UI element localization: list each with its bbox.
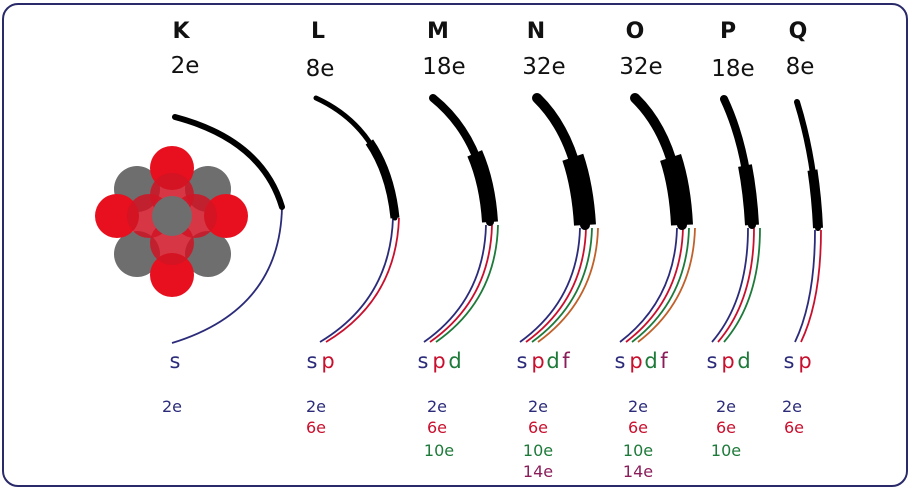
shell-label-l: L (311, 19, 325, 44)
subshell-line-d (531, 227, 593, 343)
diagram-frame (2, 3, 908, 487)
shell-label-o: O (626, 19, 645, 44)
subshell-line-d (435, 224, 499, 343)
subshell-capacity-p: 6e (306, 418, 326, 437)
subshell-line-d (631, 227, 690, 343)
subshell-capacity-p: 6e (427, 418, 447, 437)
shell-capacity-q: 8e (786, 54, 815, 80)
shell-label-k: K (172, 19, 190, 44)
subshell-line-s (519, 227, 581, 343)
subshell-capacity-f: 14e (523, 462, 553, 481)
subshell-capacity-p: 6e (716, 418, 736, 437)
subshell-line-p (625, 227, 684, 343)
subshell-line-p (429, 224, 493, 343)
subshell-letter-s: s (418, 349, 429, 373)
subshell-line-s (423, 224, 487, 343)
subshell-letter-p: p (531, 349, 544, 373)
shell-arc-thick-o (627, 90, 693, 226)
subshell-letter-d: d (448, 349, 461, 373)
subshell-capacity-s: 2e (528, 397, 548, 416)
neutron (185, 231, 231, 277)
subshell-letter-f: f (660, 349, 668, 373)
subshell-line-d (723, 227, 761, 343)
proton (150, 253, 194, 297)
subshell-capacity-s: 2e (716, 397, 736, 416)
subshell-capacity-d: 10e (711, 441, 741, 460)
subshell-capacity-s: 2e (628, 397, 648, 416)
subshell-letter-d: d (737, 349, 750, 373)
shell-capacity-m: 18e (422, 54, 465, 80)
shell-arc-thick-q (792, 100, 823, 229)
shell-label-p: P (720, 19, 736, 44)
shell-capacity-l: 8e (306, 56, 335, 82)
shell-arc-k (172, 114, 285, 210)
shell-arc-thick-l (314, 93, 400, 219)
shell-capacity-k: 2e (171, 53, 200, 79)
subshell-capacity-p: 6e (628, 418, 648, 437)
shell-arc-thick-p (717, 96, 759, 226)
subshell-letter-p: p (629, 349, 642, 373)
shell-arc-thick-m (427, 91, 498, 223)
subshell-letter-p: p (321, 349, 334, 373)
subshell-capacity-s: 2e (427, 397, 447, 416)
subshell-letter-s: s (170, 349, 181, 373)
nucleus (95, 146, 248, 297)
subshell-capacity-d: 10e (424, 441, 454, 460)
subshell-capacity-p: 6e (528, 418, 548, 437)
subshell-line-p (525, 227, 587, 343)
subshell-line-s (619, 227, 678, 343)
proton (95, 194, 139, 238)
subshell-letter-s: s (307, 349, 318, 373)
subshell-capacity-d: 10e (623, 441, 653, 460)
subshell-capacity-p: 6e (784, 418, 804, 437)
subshell-letter-p: p (432, 349, 445, 373)
subshell-letter-s: s (784, 349, 795, 373)
subshell-line-s (319, 217, 394, 343)
shell-label-n: N (527, 19, 545, 44)
subshell-line-f (637, 227, 696, 343)
subshell-letter-d: d (546, 349, 559, 373)
shell-capacity-p: 18e (711, 56, 754, 82)
subshell-letter-p: p (721, 349, 734, 373)
subshell-letter-d: d (644, 349, 657, 373)
subshell-labels: s 2e s p 2e 6e s p d 2e 6e 10e s p d f 2… (162, 349, 812, 481)
subshell-capacity-d: 10e (523, 441, 553, 460)
subshell-line-p (717, 227, 755, 343)
subshell-line-p (800, 229, 822, 343)
subshell-capacity-s: 2e (306, 397, 326, 416)
subshell-line-s (711, 227, 749, 343)
neutron (114, 231, 160, 277)
shell-label-m: M (427, 19, 449, 44)
shell-arc-thick-n (529, 90, 596, 226)
subshell-letter-s: s (517, 349, 528, 373)
subshell-line-f (537, 227, 599, 343)
subshell-capacity-f: 14e (623, 462, 653, 481)
subshell-line-p (325, 217, 400, 343)
shell-arcs (171, 90, 823, 344)
subshell-letter-f: f (562, 349, 570, 373)
subshell-letter-s: s (707, 349, 718, 373)
subshell-line-s (171, 206, 283, 344)
shell-headers: K 2e L 8e M 18e N 32e O 32e P 18e Q 8e (171, 19, 815, 82)
shell-label-q: Q (789, 19, 808, 44)
subshell-letter-s: s (615, 349, 626, 373)
proton (204, 194, 248, 238)
neutron (152, 196, 192, 236)
subshell-capacity-s: 2e (162, 397, 182, 416)
subshell-capacity-s: 2e (782, 397, 802, 416)
subshell-letter-p: p (798, 349, 811, 373)
subshell-line-s (794, 229, 816, 343)
shell-capacity-o: 32e (619, 54, 662, 80)
shell-capacity-n: 32e (522, 54, 565, 80)
